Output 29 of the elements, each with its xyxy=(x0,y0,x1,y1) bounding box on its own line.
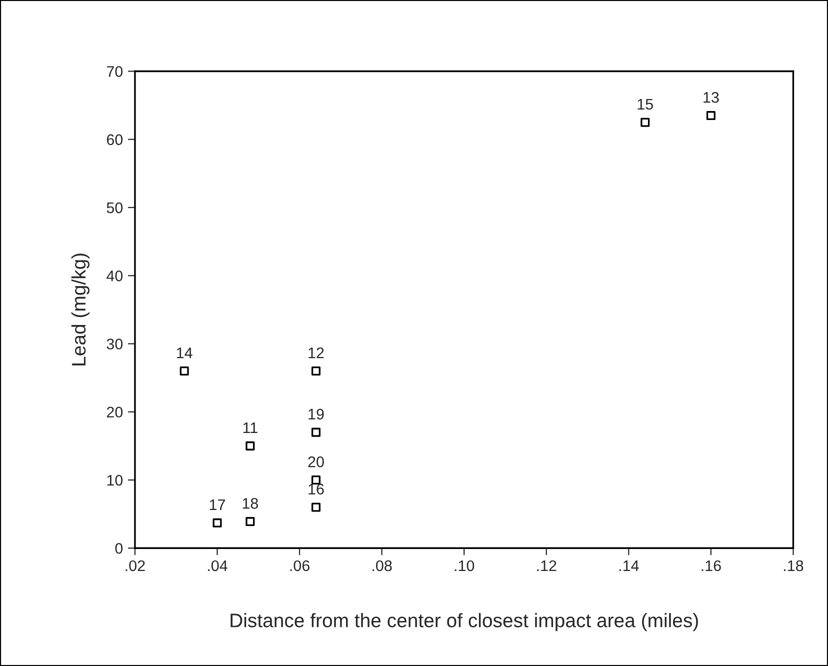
x-tick-label: .08 xyxy=(372,560,392,572)
annotation: 20 xyxy=(308,456,324,468)
annotation: 15 xyxy=(638,98,653,110)
x-tick-label: .18 xyxy=(784,560,804,572)
y-tick-label: 20 xyxy=(106,406,123,418)
annotation: 12 xyxy=(308,347,324,358)
x-tick-label: .16 xyxy=(702,560,721,572)
x-tick-label: .04 xyxy=(208,560,228,572)
annotation: 13 xyxy=(704,92,719,103)
annotation: 19 xyxy=(308,408,324,420)
x-tick-label: .06 xyxy=(290,560,310,572)
annotation: 16 xyxy=(308,484,324,495)
annotation: 14 xyxy=(177,348,192,358)
x-axis-title: Distance from the center of closest impact area (miles) xyxy=(230,613,698,632)
y-tick-label: 40 xyxy=(106,270,123,282)
x-tick-label: .02 xyxy=(126,560,145,572)
annotation: 17 xyxy=(210,500,225,510)
x-tick-label: .14 xyxy=(619,560,639,571)
annotation: 18 xyxy=(242,498,258,509)
y-tick-label: 30 xyxy=(106,338,123,350)
y-tick-label: 10 xyxy=(107,474,123,486)
x-tick-label: .10 xyxy=(454,560,474,572)
y-tick-label: 50 xyxy=(106,202,123,214)
annotation: 11 xyxy=(243,422,258,434)
x-tick-label: .12 xyxy=(537,560,556,571)
y-tick-label: 0 xyxy=(115,542,123,554)
y-tick-label: 70 xyxy=(106,66,123,77)
y-tick-label: 60 xyxy=(106,134,123,146)
y-axis-title: Lead (mg/kg) xyxy=(71,254,90,366)
